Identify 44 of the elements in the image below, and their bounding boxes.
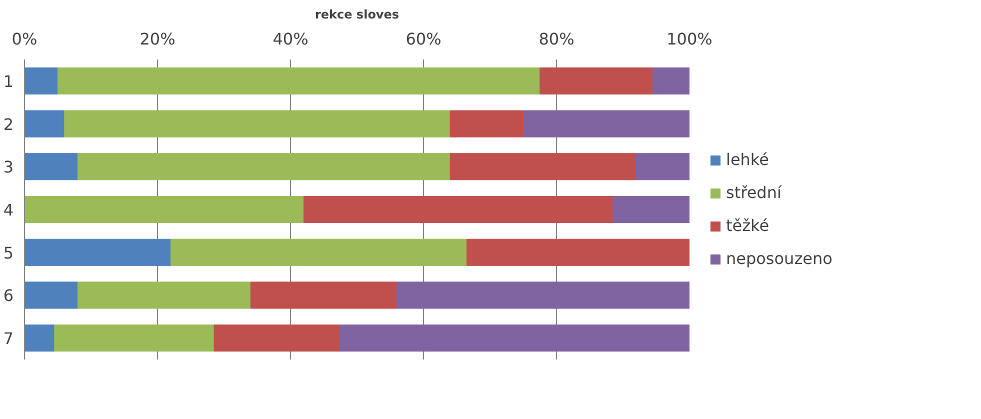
y-tick-label: 5: [3, 243, 14, 262]
bar: [636, 153, 690, 180]
bar: [77, 153, 450, 180]
bar: [24, 67, 58, 94]
x-tick-label: 60%: [406, 30, 442, 48]
legend-label: střední: [726, 183, 782, 202]
y-tick-label: 6: [3, 286, 14, 306]
bar: [24, 324, 55, 352]
bar: [612, 196, 690, 224]
bar: [170, 238, 467, 266]
bar: [64, 110, 450, 138]
bar: [77, 282, 251, 309]
bar: [214, 324, 341, 352]
legend-label: těžké: [726, 216, 770, 235]
x-tick-label: 0%: [12, 30, 38, 48]
bar: [24, 196, 304, 224]
bar: [340, 324, 690, 352]
x-tick-label: 40%: [272, 30, 308, 48]
legend-label: lehké: [726, 150, 769, 169]
bar: [466, 238, 690, 266]
bar: [396, 282, 690, 309]
y-tick-label: 3: [3, 158, 14, 177]
bar: [450, 153, 637, 180]
chart-title: rekce sloves: [314, 8, 400, 22]
bar: [24, 110, 65, 138]
bar: [450, 110, 524, 138]
x-tick-label: 100%: [666, 30, 712, 48]
bar: [540, 67, 654, 94]
bar: [304, 196, 614, 224]
y-tick-label: 1: [3, 72, 14, 91]
legend-label: neposouzeno: [726, 249, 832, 268]
bar: [58, 67, 540, 94]
bar: [24, 238, 172, 266]
bar: [24, 282, 78, 309]
bar: [24, 153, 78, 180]
y-tick-label: 2: [3, 114, 14, 134]
bar: [250, 282, 398, 309]
bar: [523, 110, 690, 138]
x-tick-label: 80%: [538, 30, 574, 48]
bar: [652, 67, 690, 94]
x-tick-label: 20%: [140, 30, 176, 48]
bar: [54, 324, 214, 352]
y-tick-label: 4: [3, 200, 14, 220]
y-tick-label: 7: [3, 329, 14, 348]
